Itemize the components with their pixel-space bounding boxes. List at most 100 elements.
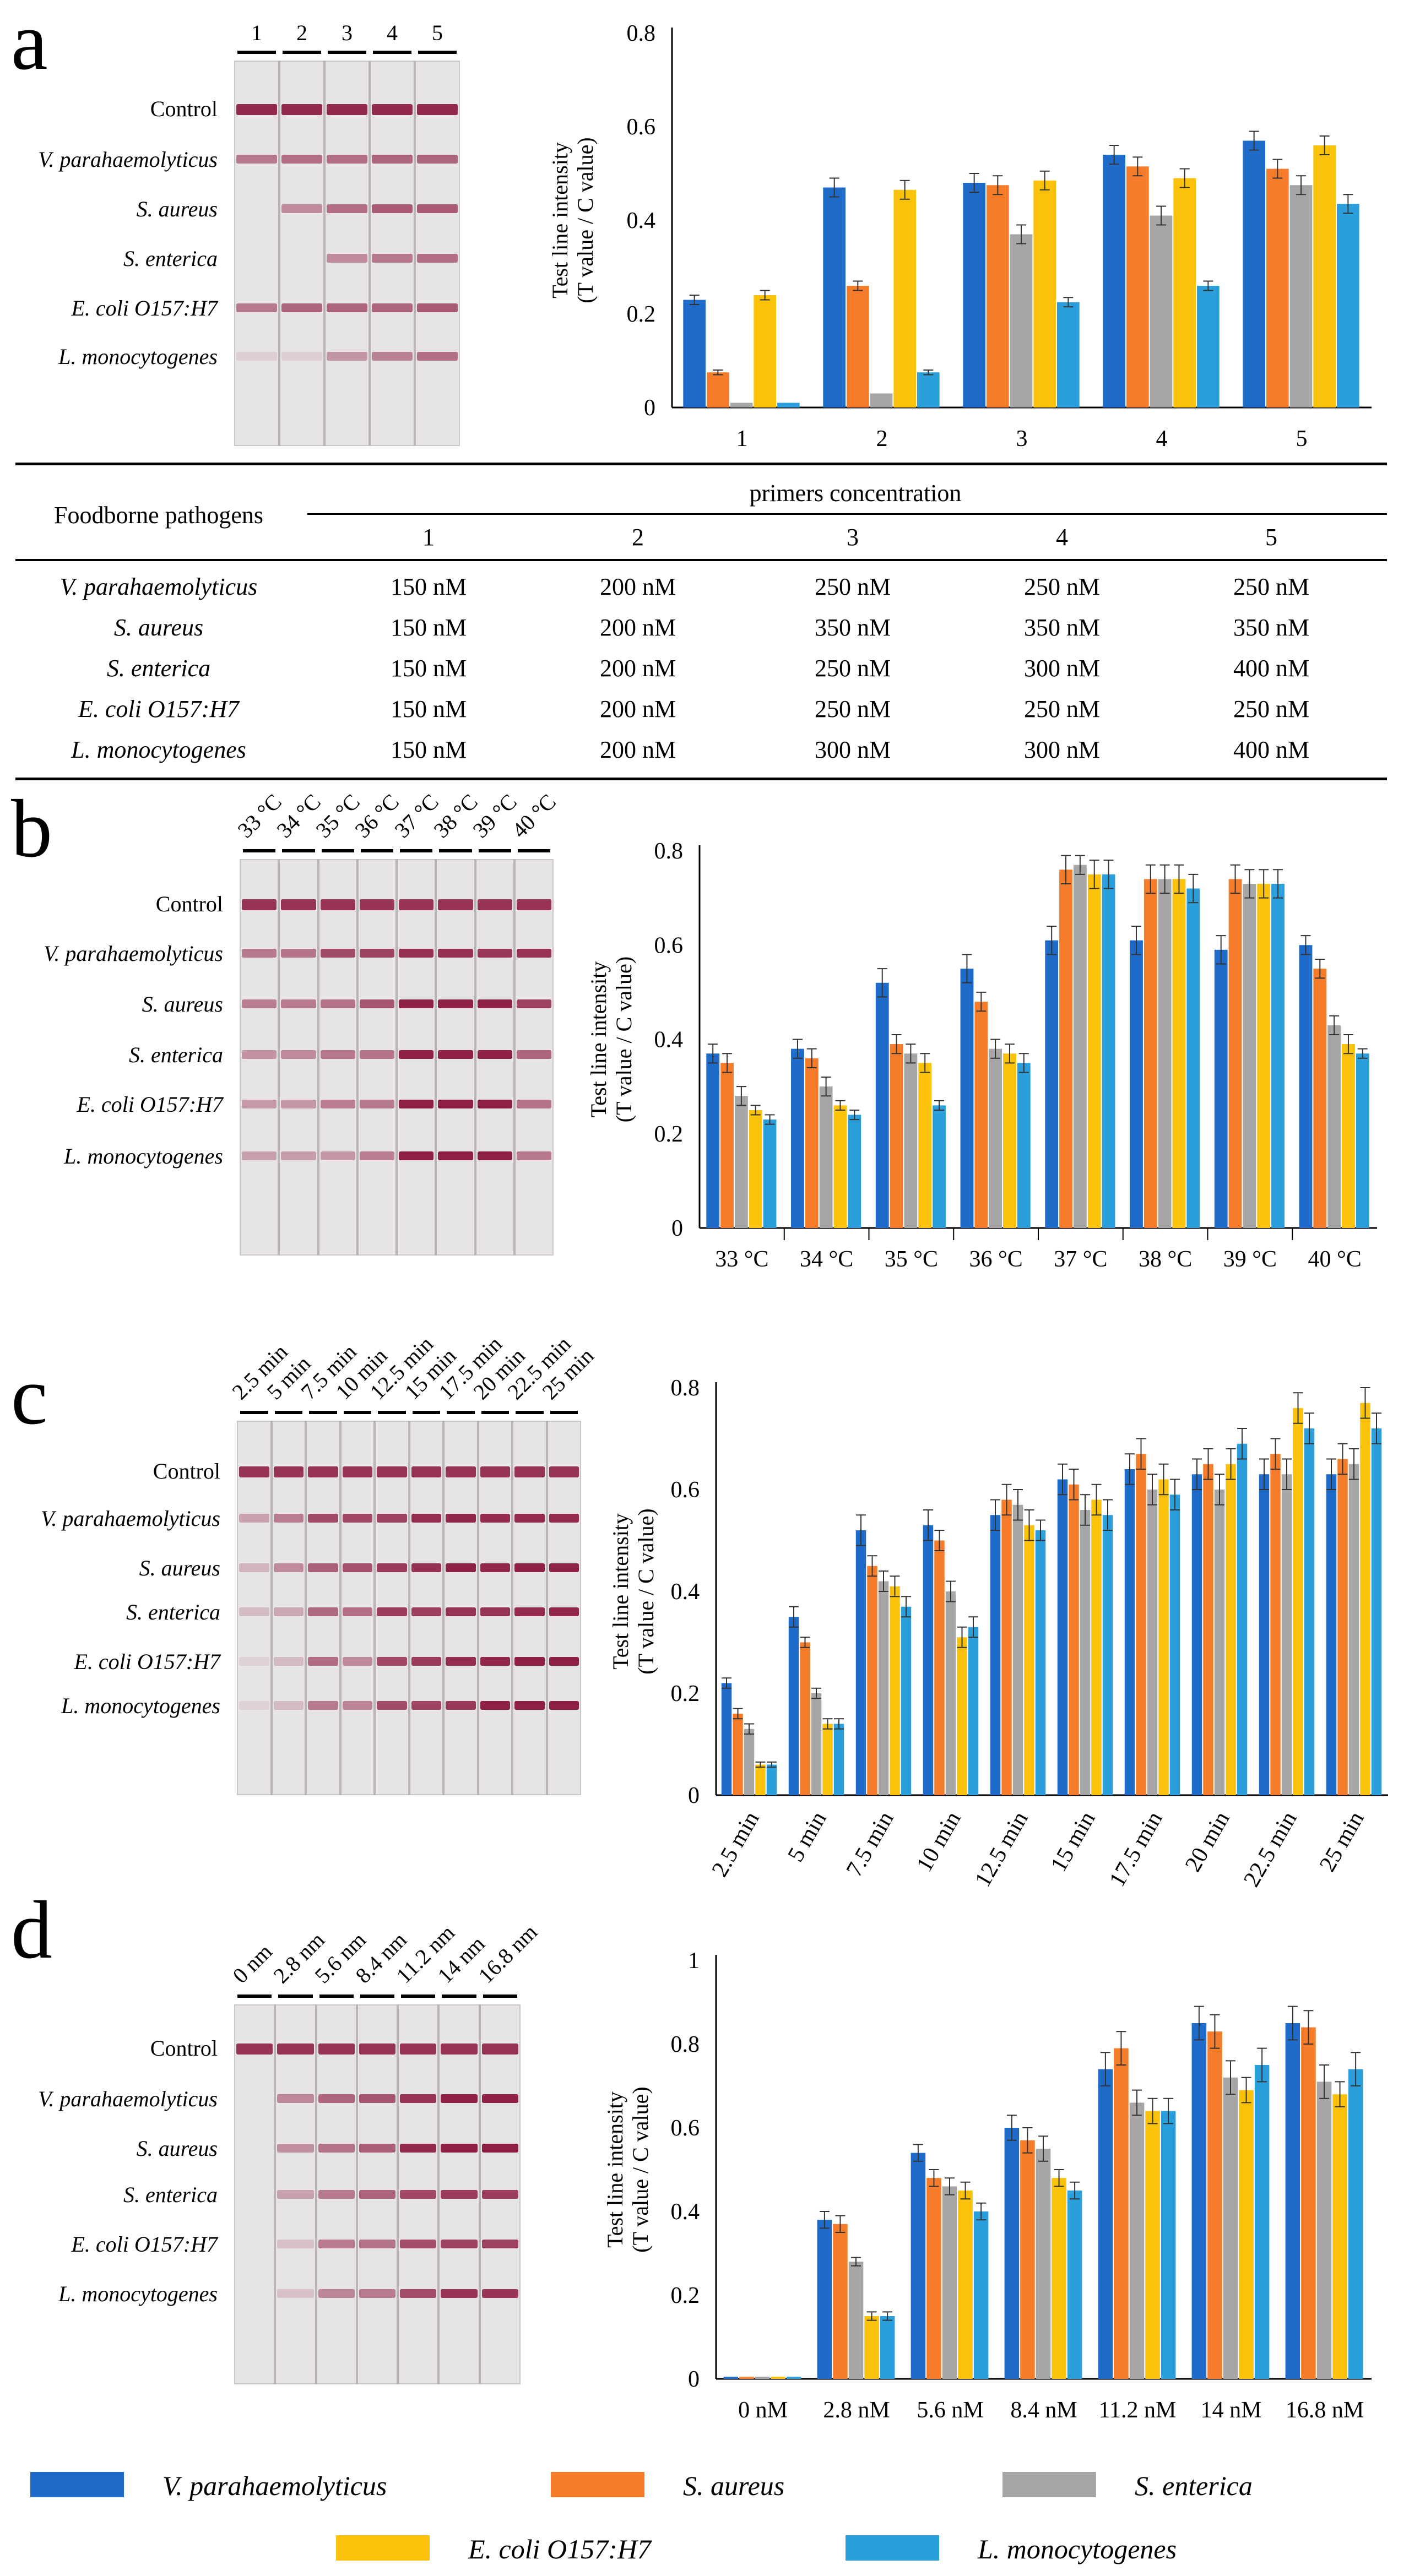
table-cell: 150 nM — [390, 573, 467, 600]
bar — [1203, 1464, 1213, 1795]
lane-bar — [447, 1411, 475, 1414]
bar — [720, 1063, 734, 1228]
strip-band — [417, 254, 458, 263]
x-tick-label: 2.5 min — [707, 1807, 765, 1881]
lane-label: 5 — [432, 20, 443, 45]
bar — [1356, 1053, 1369, 1228]
strip-separator — [478, 2004, 481, 2384]
bar — [963, 183, 985, 407]
strip-band — [320, 1050, 355, 1059]
strip-band — [514, 1701, 545, 1710]
strip-row-label: V. parahaemolyticus — [38, 147, 218, 172]
x-tick-label: 7.5 min — [842, 1807, 899, 1881]
bar — [974, 1002, 988, 1228]
legend-item: V. parahaemolyticus — [30, 2470, 416, 2503]
strip-row-label: L. monocytogenes — [58, 2281, 218, 2306]
strip-band — [446, 1701, 476, 1710]
strip-band — [480, 1514, 510, 1523]
strip-band — [372, 104, 413, 115]
x-tick-label: 5 min — [783, 1807, 831, 1866]
strip-band — [239, 1657, 269, 1666]
bar — [958, 2191, 973, 2379]
bar — [1301, 2027, 1316, 2379]
strip-row-label: S. enterica — [123, 2182, 218, 2207]
bar — [848, 1115, 861, 1228]
bar — [1348, 1464, 1359, 1795]
table-cell: 150 nM — [390, 695, 467, 722]
bar — [890, 1586, 900, 1795]
bar — [1059, 869, 1072, 1228]
strip-band — [400, 2240, 437, 2248]
x-tick-label: 17.5 min — [1104, 1807, 1168, 1891]
table-cell: 300 nM — [1023, 736, 1101, 763]
bar — [749, 1110, 762, 1228]
bar — [1087, 874, 1101, 1228]
strip-row-label: E. coli O157:H7 — [77, 1092, 223, 1117]
bar-chart-c: 0 0.2 0.4 0.6 0.8 Test line intensity (T value… — [608, 1376, 1388, 1891]
bar — [848, 2262, 864, 2379]
strip-separator — [437, 2004, 440, 2384]
strip-band — [438, 1050, 473, 1059]
y-tick-label: 0.6 — [627, 115, 656, 140]
strip-separator — [414, 61, 416, 446]
x-tick-label: 39 °C — [1223, 1247, 1277, 1272]
legend-swatch — [30, 2472, 124, 2497]
lane-bar — [237, 1995, 272, 1998]
lane-bar — [360, 849, 393, 852]
bar — [1036, 2149, 1051, 2379]
strip-band — [277, 2289, 314, 2298]
strip-band — [549, 1563, 579, 1572]
panel-letter-a: a — [11, 0, 48, 87]
bar — [880, 2316, 895, 2379]
strip-band — [441, 2044, 478, 2055]
strip-band — [318, 2190, 355, 2199]
bar — [990, 1515, 1001, 1795]
bar — [1243, 140, 1265, 407]
table-row-name: S. enterica — [106, 655, 211, 682]
x-tick-label: 5.6 nM — [917, 2398, 983, 2423]
bar — [1316, 2082, 1332, 2379]
x-tick-label: 36 °C — [969, 1247, 1022, 1272]
bar — [1191, 1474, 1202, 1795]
bar — [1057, 1479, 1068, 1795]
table-row-name: L. monocytogenes — [71, 736, 246, 763]
strip-band — [359, 1050, 394, 1059]
bar — [754, 295, 777, 407]
strip-band — [438, 1151, 473, 1160]
strip-band — [273, 1514, 304, 1523]
strip-band — [320, 899, 355, 910]
y-tick-label: 0.2 — [627, 302, 656, 327]
y-axis-label: (T value / C value) — [633, 1508, 658, 1674]
bar — [1102, 874, 1115, 1228]
strip-band — [327, 155, 367, 164]
bar — [1259, 1474, 1270, 1795]
table-cell: 250 nM — [1023, 695, 1101, 722]
lane-bar — [321, 849, 354, 852]
strip-band — [516, 1050, 551, 1059]
strip-band — [318, 2044, 355, 2055]
bar — [926, 2178, 941, 2379]
lane-bar — [378, 1411, 406, 1414]
strip-band — [411, 1607, 441, 1616]
legend-label: V. parahaemolyticus — [162, 2470, 387, 2501]
y-tick-label: 0.4 — [627, 208, 656, 233]
bar — [1033, 180, 1056, 407]
strip-band — [320, 949, 355, 958]
panel-letter-d: d — [11, 1884, 52, 1976]
x-tick-label: 12.5 min — [970, 1807, 1033, 1891]
bar — [1158, 879, 1172, 1228]
strip-row-label: Control — [150, 2036, 218, 2061]
strip-band — [377, 1657, 407, 1666]
bar — [734, 1096, 748, 1228]
bar — [1223, 2077, 1238, 2379]
bar — [1126, 166, 1149, 407]
bar — [945, 1591, 956, 1795]
bar — [1004, 2128, 1020, 2379]
strip-band — [399, 1100, 434, 1108]
primer-table: Foodborne pathogens primers concentratio… — [15, 463, 1387, 782]
bar — [942, 2186, 957, 2379]
bar — [1360, 1403, 1370, 1795]
strip-band — [281, 949, 316, 958]
strip-band — [359, 999, 394, 1008]
strip-band — [372, 352, 413, 361]
